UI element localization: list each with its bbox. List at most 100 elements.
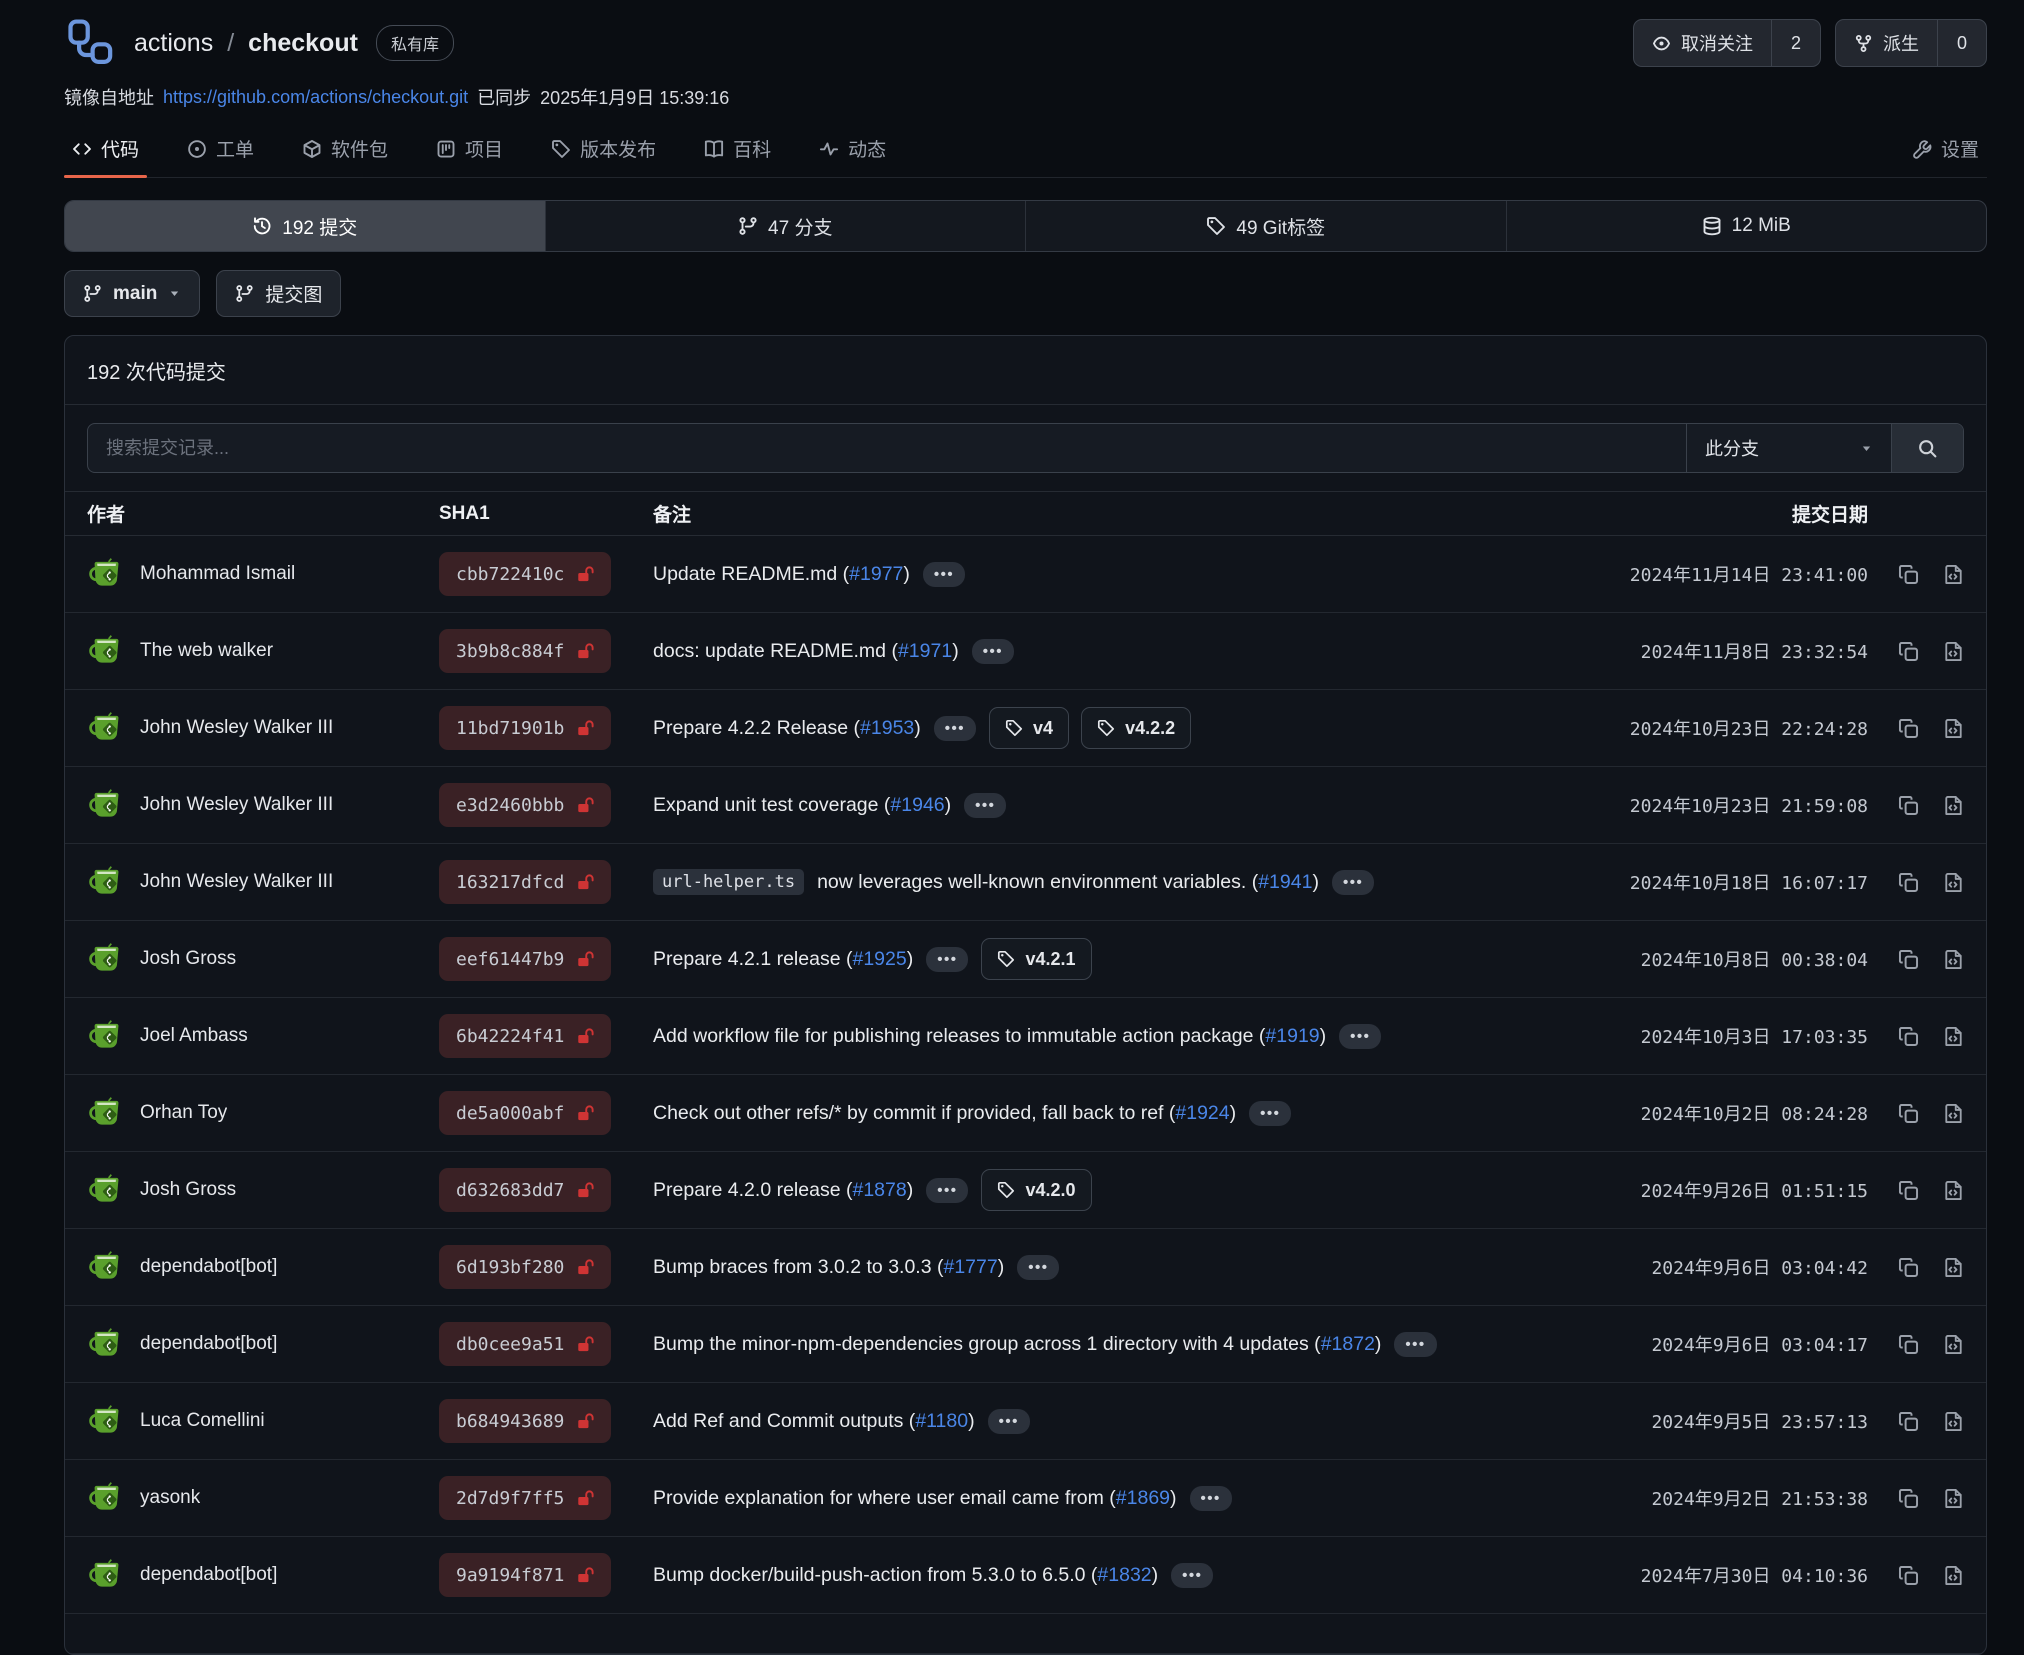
tag-chip-v4.2.1[interactable]: v4.2.1 bbox=[981, 938, 1092, 980]
file-code-icon[interactable] bbox=[1943, 1334, 1964, 1355]
issue-link[interactable]: #1872 bbox=[1320, 1332, 1375, 1355]
file-code-icon[interactable] bbox=[1943, 795, 1964, 816]
commit-author-name[interactable]: Luca Comellini bbox=[140, 1410, 265, 1431]
file-code-icon[interactable] bbox=[1943, 1257, 1964, 1278]
avatar[interactable] bbox=[87, 786, 125, 824]
commit-author-name[interactable]: John Wesley Walker III bbox=[140, 794, 334, 815]
expand-commit-body-button[interactable]: ••• bbox=[964, 792, 1007, 818]
commit-author[interactable]: Josh Gross bbox=[87, 940, 439, 978]
tag-chip-v4.2.0[interactable]: v4.2.0 bbox=[981, 1169, 1092, 1211]
copy-icon[interactable] bbox=[1898, 1257, 1919, 1278]
commit-author[interactable]: Luca Comellini bbox=[87, 1402, 439, 1440]
avatar[interactable] bbox=[87, 632, 125, 670]
commit-sha-badge[interactable]: 2d7d9f7ff5 bbox=[439, 1476, 612, 1520]
file-code-icon[interactable] bbox=[1943, 564, 1964, 585]
commit-message[interactable]: Add workflow file for publishing release… bbox=[653, 1024, 1327, 1047]
expand-commit-body-button[interactable]: ••• bbox=[926, 1177, 969, 1203]
summary-MiB[interactable]: 12 MiB bbox=[1505, 201, 1987, 251]
tag-chip-v4.2.2[interactable]: v4.2.2 bbox=[1081, 707, 1192, 749]
commit-sha-badge[interactable]: de5a000abf bbox=[439, 1091, 612, 1135]
issue-link[interactable]: #1977 bbox=[849, 562, 904, 585]
issue-link[interactable]: #1869 bbox=[1115, 1486, 1171, 1509]
commit-author-name[interactable]: Josh Gross bbox=[140, 948, 237, 969]
issue-link[interactable]: #1878 bbox=[852, 1178, 907, 1201]
commit-message[interactable]: Prepare 4.2.0 release (#1878) bbox=[653, 1178, 914, 1201]
commit-author[interactable]: Orhan Toy bbox=[87, 1094, 439, 1132]
branch-filter-dropdown[interactable]: 此分支 bbox=[1686, 424, 1891, 472]
summary-提交[interactable]: 192 提交 bbox=[65, 201, 545, 251]
commit-author[interactable]: The web walker bbox=[87, 632, 439, 670]
expand-commit-body-button[interactable]: ••• bbox=[1171, 1562, 1214, 1588]
avatar[interactable] bbox=[87, 709, 125, 747]
tab-项目[interactable]: 项目 bbox=[428, 124, 511, 177]
avatar[interactable] bbox=[87, 1402, 125, 1440]
file-code-icon[interactable] bbox=[1943, 949, 1964, 970]
copy-icon[interactable] bbox=[1898, 795, 1919, 816]
tab-settings[interactable]: 设置 bbox=[1904, 124, 1987, 177]
commit-message[interactable]: Expand unit test coverage (#1946) bbox=[653, 793, 952, 816]
commit-message[interactable]: Bump docker/build-push-action from 5.3.0… bbox=[653, 1563, 1159, 1586]
avatar[interactable] bbox=[87, 1248, 125, 1286]
tab-动态[interactable]: 动态 bbox=[811, 124, 894, 177]
tab-版本发布[interactable]: 版本发布 bbox=[543, 124, 664, 177]
file-code-icon[interactable] bbox=[1943, 1103, 1964, 1124]
commit-message[interactable]: Bump braces from 3.0.2 to 3.0.3 (#1777) bbox=[653, 1255, 1005, 1278]
commit-message[interactable]: Provide explanation for where user email… bbox=[653, 1486, 1177, 1509]
unwatch-button[interactable]: 取消关注 2 bbox=[1632, 19, 1821, 67]
commit-sha-badge[interactable]: 11bd71901b bbox=[439, 706, 612, 750]
file-code-icon[interactable] bbox=[1943, 1026, 1964, 1047]
avatar[interactable] bbox=[87, 1094, 125, 1132]
avatar[interactable] bbox=[87, 1556, 125, 1594]
file-code-icon[interactable] bbox=[1943, 718, 1964, 739]
file-code-icon[interactable] bbox=[1943, 1411, 1964, 1432]
avatar[interactable] bbox=[87, 1479, 125, 1517]
copy-icon[interactable] bbox=[1898, 1026, 1919, 1047]
tag-chip-v4[interactable]: v4 bbox=[989, 707, 1070, 749]
summary-Git标签[interactable]: 49 Git标签 bbox=[1025, 201, 1506, 251]
copy-icon[interactable] bbox=[1898, 1103, 1919, 1124]
issue-link[interactable]: #1971 bbox=[897, 639, 953, 662]
file-code-icon[interactable] bbox=[1943, 1488, 1964, 1509]
commit-author[interactable]: dependabot[bot] bbox=[87, 1248, 439, 1286]
copy-icon[interactable] bbox=[1898, 641, 1919, 662]
copy-icon[interactable] bbox=[1898, 718, 1919, 739]
avatar[interactable] bbox=[87, 1325, 125, 1363]
commit-graph-button[interactable]: 提交图 bbox=[216, 270, 342, 317]
commit-sha-badge[interactable]: 6b42224f41 bbox=[439, 1014, 612, 1058]
tab-工单[interactable]: 工单 bbox=[179, 124, 262, 177]
issue-link[interactable]: #1924 bbox=[1175, 1101, 1230, 1124]
commit-author-name[interactable]: Mohammad Ismail bbox=[140, 563, 296, 584]
copy-icon[interactable] bbox=[1898, 564, 1919, 585]
commit-author-name[interactable]: dependabot[bot] bbox=[140, 1333, 278, 1354]
file-code-icon[interactable] bbox=[1943, 1180, 1964, 1201]
commit-sha-badge[interactable]: cbb722410c bbox=[439, 552, 612, 596]
avatar[interactable] bbox=[87, 940, 125, 978]
commit-sha-badge[interactable]: e3d2460bbb bbox=[439, 783, 612, 827]
commit-author-name[interactable]: Joel Ambass bbox=[140, 1025, 248, 1046]
commit-author-name[interactable]: dependabot[bot] bbox=[140, 1256, 278, 1277]
tab-百科[interactable]: 百科 bbox=[696, 124, 779, 177]
expand-commit-body-button[interactable]: ••• bbox=[1017, 1254, 1060, 1280]
commit-message[interactable]: docs: update README.md (#1971) bbox=[653, 639, 959, 662]
commit-author[interactable]: Josh Gross bbox=[87, 1171, 439, 1209]
commit-message[interactable]: now leverages well-known environment var… bbox=[817, 870, 1319, 893]
copy-icon[interactable] bbox=[1898, 872, 1919, 893]
expand-commit-body-button[interactable]: ••• bbox=[926, 946, 969, 972]
fork-button[interactable]: 派生 0 bbox=[1834, 19, 1987, 67]
commit-author-name[interactable]: The web walker bbox=[140, 640, 274, 661]
repo-name-link[interactable]: checkout bbox=[248, 28, 358, 57]
commit-author-name[interactable]: yasonk bbox=[140, 1487, 201, 1508]
commit-message[interactable]: Bump the minor-npm-dependencies group ac… bbox=[653, 1332, 1382, 1355]
issue-link[interactable]: #1946 bbox=[890, 793, 945, 816]
expand-commit-body-button[interactable]: ••• bbox=[987, 1408, 1030, 1434]
expand-commit-body-button[interactable]: ••• bbox=[1339, 1023, 1382, 1049]
issue-link[interactable]: #1919 bbox=[1265, 1024, 1320, 1047]
commit-author[interactable]: Joel Ambass bbox=[87, 1017, 439, 1055]
issue-link[interactable]: #1953 bbox=[860, 716, 915, 739]
expand-commit-body-button[interactable]: ••• bbox=[1189, 1485, 1232, 1511]
commit-message[interactable]: Prepare 4.2.1 release (#1925) bbox=[653, 947, 914, 970]
commit-sha-badge[interactable]: 163217dfcd bbox=[439, 860, 612, 904]
issue-link[interactable]: #1925 bbox=[852, 947, 907, 970]
commit-author[interactable]: yasonk bbox=[87, 1479, 439, 1517]
expand-commit-body-button[interactable]: ••• bbox=[971, 638, 1014, 664]
